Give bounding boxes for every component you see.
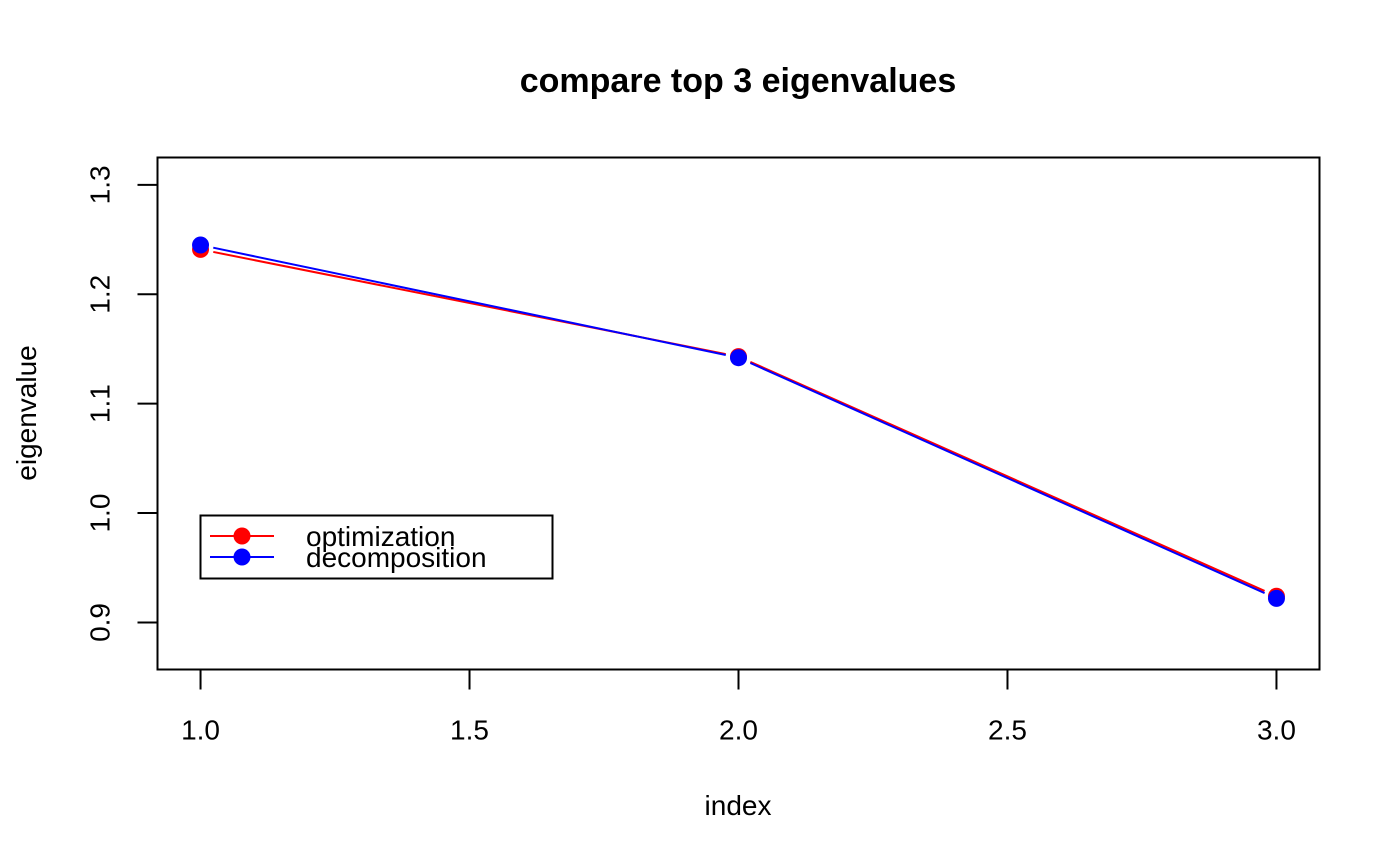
legend-marker-decomposition	[233, 548, 251, 566]
legend-label-optimization: optimization	[306, 521, 455, 552]
series-line-segment	[213, 246, 726, 357]
data-point	[192, 236, 210, 254]
x-tick-label: 1.5	[450, 715, 489, 746]
data-point	[730, 349, 747, 367]
plot-frame	[156, 156, 1321, 671]
x-tick-label: 1.0	[181, 715, 220, 746]
y-tick-label: 1.1	[85, 384, 116, 423]
legend-box	[199, 514, 554, 580]
legend: optimization decomposition	[199, 514, 554, 580]
x-axis-label: index	[705, 790, 772, 821]
y-axis-label: eigenvalue	[11, 345, 42, 480]
x-axis: 1.0 1.5 2.0 2.5 3.0	[181, 668, 1296, 746]
y-tick-label: 1.3	[85, 165, 116, 204]
series-line-segment	[749, 362, 1266, 594]
series-line-segment	[749, 360, 1265, 592]
x-tick-label: 2.5	[988, 715, 1027, 746]
x-tick-label: 2.0	[719, 715, 758, 746]
y-tick-label: 1.2	[85, 275, 116, 314]
data-point	[1267, 589, 1285, 607]
chart-title: compare top 3 eigenvalues	[520, 62, 957, 100]
series-layer	[192, 236, 1285, 607]
y-tick-label: 1.0	[85, 494, 116, 533]
y-axis: 0.9 1.0 1.1 1.2 1.3	[85, 165, 159, 642]
y-tick-label: 0.9	[85, 603, 116, 642]
legend-label-decomposition: decomposition	[306, 542, 487, 573]
legend-marker-optimization	[233, 527, 251, 545]
x-tick-label: 3.0	[1257, 715, 1296, 746]
series-decomposition	[192, 236, 1285, 607]
